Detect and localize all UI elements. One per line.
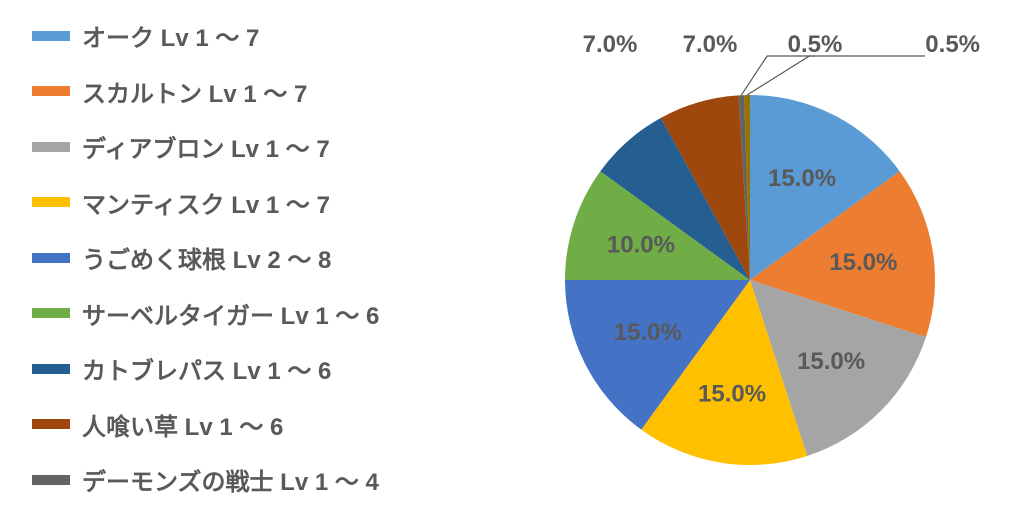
legend-swatch xyxy=(32,364,70,374)
legend-label: オーク Lv 1 ～ 7 xyxy=(82,18,259,53)
slice-percent-label: 15.0% xyxy=(797,348,865,375)
slice-percent-label: 7.0% xyxy=(683,31,738,58)
legend-swatch xyxy=(32,197,70,207)
legend-label: マンティスク Lv 1 ～ 7 xyxy=(82,185,330,220)
slice-percent-label: 15.0% xyxy=(829,249,897,276)
pie-chart-area: 15.0% 15.0% 15.0% 15.0% 15.0% 10.0% 7.0% 7.0% 0.… xyxy=(480,0,1024,512)
legend-label: カトブレパス Lv 1 ～ 6 xyxy=(82,351,331,386)
slice-percent-label: 15.0% xyxy=(698,380,766,407)
legend-item: うごめく球根 Lv 2 ～ 8 xyxy=(32,240,480,275)
legend-label: ディアブロン Lv 1 ～ 7 xyxy=(82,129,330,164)
legend-swatch xyxy=(32,308,70,318)
legend-label: うごめく球根 Lv 2 ～ 8 xyxy=(82,240,331,275)
legend-item: マンティスク Lv 1 ～ 7 xyxy=(32,185,480,220)
slice-percent-label: 0.5% xyxy=(788,31,843,58)
slice-percent-label: 7.0% xyxy=(583,31,638,58)
legend-swatch xyxy=(32,475,70,485)
legend-swatch xyxy=(32,86,70,96)
legend-swatch xyxy=(32,142,70,152)
legend-swatch xyxy=(32,253,70,263)
legend-item: デーモンズの戦士 Lv 1 ～ 4 xyxy=(32,462,480,497)
legend-swatch xyxy=(32,419,70,429)
slice-percent-label: 0.5% xyxy=(925,31,980,58)
legend-item: スカルトン Lv 1 ～ 7 xyxy=(32,74,480,109)
legend-item: オーク Lv 1 ～ 7 xyxy=(32,18,480,53)
slice-percent-label: 15.0% xyxy=(768,165,836,192)
legend-label: デーモンズの戦士 Lv 1 ～ 4 xyxy=(82,462,379,497)
chart-container: オーク Lv 1 ～ 7 スカルトン Lv 1 ～ 7 ディアブロン Lv 1 ～ … xyxy=(0,0,1024,512)
pie-chart-svg: 15.0% 15.0% 15.0% 15.0% 15.0% 10.0% 7.0% 7.0% 0.… xyxy=(480,0,1024,512)
legend: オーク Lv 1 ～ 7 スカルトン Lv 1 ～ 7 ディアブロン Lv 1 ～ … xyxy=(0,0,480,512)
legend-item: カトブレパス Lv 1 ～ 6 xyxy=(32,351,480,386)
legend-item: ディアブロン Lv 1 ～ 7 xyxy=(32,129,480,164)
legend-item: サーベルタイガー Lv 1 ～ 6 xyxy=(32,296,480,331)
slice-percent-label: 10.0% xyxy=(607,232,675,259)
legend-label: 人喰い草 Lv 1 ～ 6 xyxy=(82,407,283,442)
legend-item: 人喰い草 Lv 1 ～ 6 xyxy=(32,407,480,442)
legend-label: スカルトン Lv 1 ～ 7 xyxy=(82,74,307,109)
leader-line xyxy=(747,56,925,95)
legend-label: サーベルタイガー Lv 1 ～ 6 xyxy=(82,296,379,331)
legend-swatch xyxy=(32,31,70,41)
slice-percent-label: 15.0% xyxy=(614,319,682,346)
